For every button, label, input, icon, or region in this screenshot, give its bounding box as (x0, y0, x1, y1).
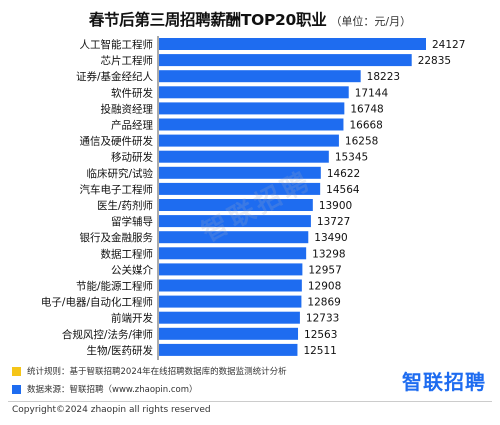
category-label: 数据工程师 (101, 247, 154, 260)
bar (159, 134, 339, 147)
title-block: 春节后第三周招聘薪酬TOP20职业 （单位：元/月） (0, 8, 500, 30)
category-label: 留学辅导 (111, 215, 153, 228)
category-label: 前端开发 (111, 312, 153, 325)
value-label: 22835 (418, 55, 451, 67)
bar (159, 150, 329, 163)
category-label: 汽车电子工程师 (80, 183, 154, 196)
value-label: 16668 (349, 120, 382, 132)
legend-item-rule: 统计规则：基于智联招聘2024年在线招聘数据库的数据监测统计分析 (12, 362, 287, 380)
category-label: 公关媒介 (111, 263, 153, 276)
value-label: 12908 (308, 281, 341, 293)
bar (159, 118, 344, 131)
value-label: 17144 (355, 87, 389, 99)
bar (159, 279, 302, 292)
category-label: 医生/药剂师 (97, 199, 153, 212)
category-label: 产品经理 (111, 119, 153, 132)
category-label: 银行及金融服务 (80, 231, 154, 244)
legend-text-source: 数据来源：智联招聘（www.zhaopin.com） (27, 385, 198, 395)
category-label: 临床研究/试验 (86, 167, 153, 180)
bar (159, 231, 309, 244)
bar (159, 102, 345, 115)
bar (159, 263, 303, 276)
value-label: 16258 (345, 136, 378, 148)
value-label: 14622 (327, 168, 360, 180)
category-label: 合规风控/法务/律师 (62, 328, 153, 341)
value-label: 15345 (335, 152, 368, 164)
bar (159, 38, 426, 50)
logo-text: 智联招聘 (402, 370, 486, 394)
bar (159, 54, 412, 67)
value-label: 16748 (350, 103, 383, 115)
bar (159, 215, 311, 228)
category-label: 投融资经理 (101, 102, 154, 115)
category-label: 生物/医药研发 (86, 344, 153, 357)
category-label: 移动研发 (111, 151, 153, 164)
bar (159, 247, 307, 260)
legend-swatch-rule (12, 366, 21, 376)
bar (159, 166, 321, 179)
value-label: 12511 (303, 345, 336, 357)
bar (159, 86, 349, 99)
bar (159, 343, 298, 356)
category-label: 人工智能工程师 (80, 38, 154, 51)
value-label: 13298 (312, 248, 345, 260)
legend-text-rule: 统计规则：基于智联招聘2024年在线招聘数据库的数据监测统计分析 (27, 367, 287, 377)
footer-divider (8, 401, 492, 402)
bar (159, 182, 321, 195)
value-label: 12869 (307, 297, 340, 309)
copyright: Copyright©2024 zhaopin all rights reserv… (12, 405, 211, 415)
bar (159, 327, 299, 340)
bar-chart: 人工智能工程师 24127 芯片工程师 22835 证券/基金经纪人 18223 软件研发 1… (41, 36, 465, 360)
value-label: 14564 (326, 184, 360, 196)
bar (159, 295, 302, 308)
value-label: 12957 (308, 264, 341, 276)
category-label: 通信及硬件研发 (80, 135, 154, 148)
bar (159, 311, 300, 324)
category-label: 芯片工程师 (101, 54, 154, 67)
bar (159, 70, 361, 83)
value-label: 13490 (314, 232, 347, 244)
category-label: 电子/电器/自动化工程师 (41, 296, 153, 309)
value-label: 12563 (304, 329, 337, 341)
zhaopin-logo: 智联招聘 (402, 366, 486, 395)
chart-unit: （单位：元/月） (330, 15, 412, 28)
value-label: 24127 (432, 39, 465, 51)
value-label: 18223 (367, 71, 400, 83)
value-label: 12733 (306, 313, 339, 325)
category-label: 软件研发 (111, 86, 153, 99)
legend-swatch-source (12, 384, 21, 394)
value-label: 13727 (317, 216, 350, 228)
chart-title: 春节后第三周招聘薪酬TOP20职业 (88, 11, 327, 29)
value-label: 13900 (319, 200, 352, 212)
legend-item-source: 数据来源：智联招聘（www.zhaopin.com） (12, 380, 287, 398)
bar (159, 199, 313, 211)
category-label: 节能/能源工程师 (76, 280, 153, 293)
legend: 统计规则：基于智联招聘2024年在线招聘数据库的数据监测统计分析 数据来源：智联… (12, 362, 287, 398)
category-label: 证券/基金经纪人 (76, 70, 154, 83)
